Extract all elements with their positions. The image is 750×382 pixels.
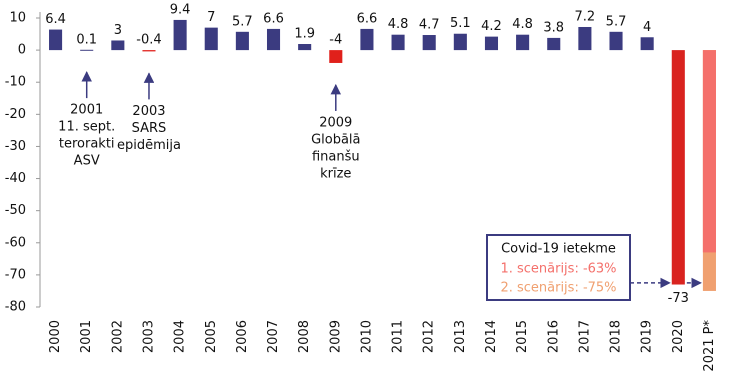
bar — [204, 27, 218, 51]
x-tick-label: 2003 — [141, 320, 156, 353]
value-label: 6.4 — [45, 12, 66, 27]
value-label: 7.2 — [575, 9, 596, 24]
value-label: -0.4 — [136, 33, 161, 48]
annotation-text: epidēmija — [117, 138, 181, 153]
scenario-label: 1. scenārijs: -63% — [500, 262, 616, 277]
value-label: 3 — [114, 23, 122, 38]
x-tick-label: 2015 — [515, 320, 530, 353]
value-label: 1.9 — [294, 27, 315, 42]
annotation-text: 11. sept. — [58, 120, 115, 135]
value-label: 3.8 — [543, 20, 564, 35]
x-tick-label: 2009 — [328, 320, 343, 353]
x-tick-label: 2021 P* — [702, 320, 717, 372]
scenario-label: 2. scenārijs: -75% — [500, 281, 616, 296]
annotation-text: 2003 — [132, 104, 165, 119]
annotation-text: 2001 — [70, 103, 103, 118]
value-label: 4.7 — [419, 18, 440, 33]
value-label: 5.7 — [232, 14, 253, 29]
value-label: 4.8 — [388, 17, 409, 32]
annotation-text: ASV — [74, 154, 100, 169]
x-tick-label: 2013 — [453, 320, 468, 353]
value-label: 5.7 — [606, 14, 627, 29]
y-tick-label: -50 — [5, 203, 26, 218]
y-tick-label: -60 — [5, 235, 26, 250]
bar — [111, 40, 125, 51]
annotation-text: finanšu — [312, 149, 360, 164]
bar — [142, 50, 156, 52]
value-label: 4.2 — [481, 19, 502, 34]
x-tick-label: 2002 — [110, 320, 125, 353]
bar — [422, 35, 436, 51]
bar — [516, 34, 530, 51]
y-tick-label: -20 — [5, 107, 26, 122]
x-tick-label: 2020 — [671, 320, 686, 353]
value-label: -4 — [329, 33, 342, 48]
value-label: 4.8 — [512, 17, 533, 32]
x-tick-label: 2000 — [48, 320, 63, 353]
x-tick-label: 2007 — [266, 320, 281, 353]
bar — [329, 50, 343, 63]
x-tick-label: 2001 — [79, 320, 94, 353]
bar — [266, 28, 281, 51]
bar — [298, 44, 312, 51]
bar — [360, 28, 374, 51]
bar — [235, 31, 249, 51]
y-tick-label: -30 — [5, 139, 26, 154]
value-label: -73 — [668, 291, 689, 306]
value-label: 7 — [207, 10, 215, 25]
bar — [391, 34, 405, 51]
x-tick-label: 2010 — [359, 320, 374, 353]
y-tick-label: -10 — [5, 75, 26, 90]
value-label: 6.6 — [263, 11, 284, 26]
x-tick-label: 2012 — [422, 320, 437, 353]
bar — [547, 37, 561, 51]
annotation-text: Globālā — [311, 132, 360, 147]
x-tick-label: 2019 — [640, 320, 655, 353]
y-tick-label: 10 — [9, 11, 26, 26]
bar — [484, 36, 499, 51]
annotation-text: SARS — [132, 121, 167, 136]
value-label: 6.6 — [357, 11, 378, 26]
x-tick-label: 2014 — [484, 320, 499, 353]
x-tick-label: 2011 — [391, 320, 406, 353]
value-label: 0.1 — [76, 32, 97, 47]
bar — [49, 29, 63, 51]
x-tick-label: 2018 — [609, 320, 624, 353]
x-tick-label: 2004 — [173, 320, 188, 353]
x-tick-label: 2008 — [297, 320, 312, 353]
bar — [453, 33, 467, 51]
scenario-title: Covid-19 ietekme — [501, 242, 616, 257]
scenario-box — [486, 234, 631, 301]
bar — [173, 19, 187, 51]
annotation-text: krīze — [320, 166, 351, 181]
x-tick-label: 2006 — [235, 320, 250, 353]
value-label: 5.1 — [450, 16, 471, 31]
x-tick-label: 2005 — [204, 320, 219, 353]
annotation-text: 2009 — [319, 115, 352, 130]
y-tick-label: -70 — [5, 267, 26, 282]
y-tick-label: 0 — [18, 43, 26, 58]
bar — [640, 37, 654, 51]
x-tick-label: 2017 — [577, 320, 592, 353]
bar — [80, 49, 94, 51]
bar — [578, 26, 592, 51]
annotation-text: terorakti — [59, 137, 115, 152]
bar — [671, 50, 685, 285]
x-tick-label: 2016 — [546, 320, 561, 353]
value-label: 4 — [643, 20, 651, 35]
bar — [609, 31, 623, 51]
y-tick-label: -40 — [5, 171, 26, 186]
bar — [702, 50, 716, 253]
value-label: 9.4 — [170, 2, 191, 17]
y-tick-label: -80 — [5, 300, 26, 315]
